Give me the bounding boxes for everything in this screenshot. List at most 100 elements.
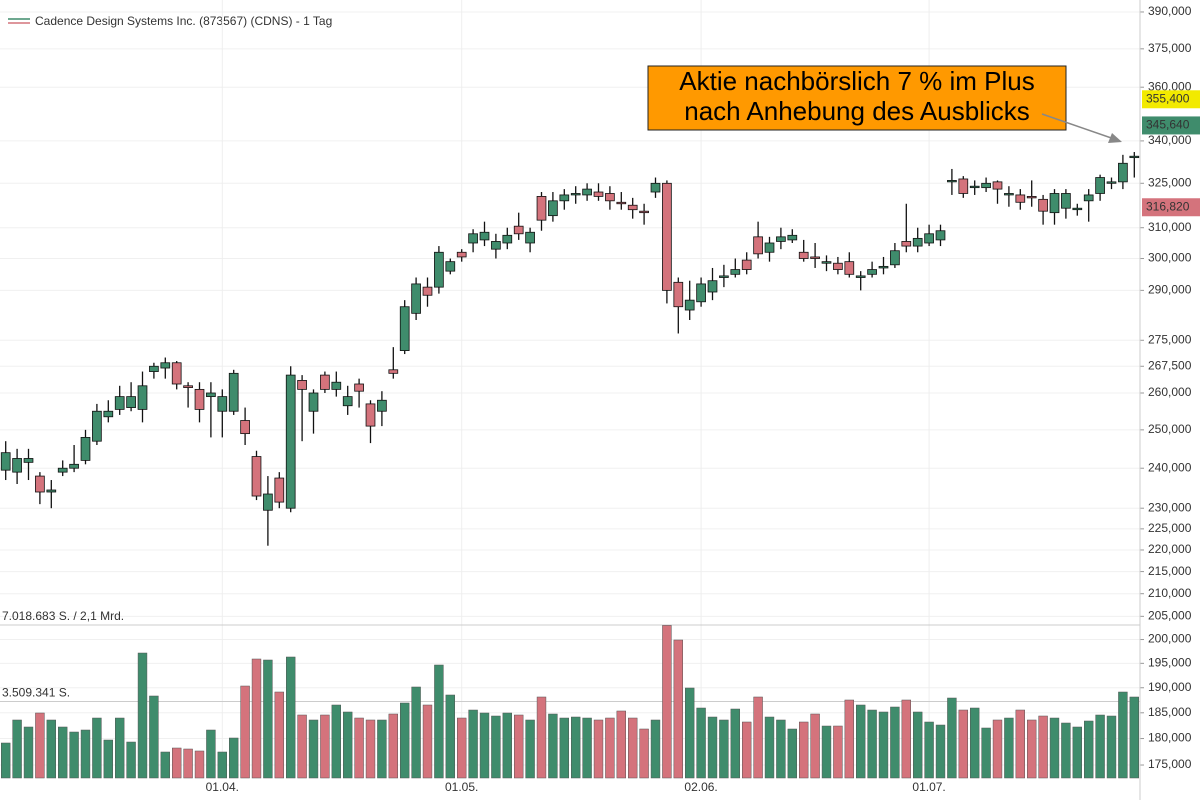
volume-bar [172, 747, 182, 779]
candle-body [878, 265, 889, 269]
volume-bar [673, 639, 683, 779]
candle-body [616, 201, 627, 205]
candle-body [1095, 177, 1105, 194]
candle-body [114, 396, 125, 410]
volume-bar [582, 717, 592, 779]
volume-bar [422, 704, 433, 779]
annotation-arrowhead [1108, 133, 1122, 143]
candle-body [80, 436, 91, 461]
volume-bar [457, 717, 467, 779]
y-tick-label: 200,000 [1148, 632, 1192, 646]
volume-bar [160, 751, 170, 779]
candle-body [126, 396, 136, 408]
candle-body [502, 234, 513, 244]
candle-body [468, 233, 478, 244]
candle-body [1106, 181, 1117, 184]
volume-bar [696, 707, 706, 779]
volume-bar [229, 737, 239, 779]
volume-bar [251, 658, 262, 779]
volume-bar [753, 696, 763, 779]
volume-bar [23, 726, 34, 779]
candle-body [399, 306, 410, 351]
volume-bar [445, 694, 455, 779]
price-badge [1142, 198, 1200, 217]
volume-bar [1, 742, 11, 779]
candle-body [548, 200, 558, 217]
candle-body [274, 477, 285, 503]
y-tick-label: 185,000 [1148, 705, 1192, 719]
volume-bar [103, 739, 113, 779]
volume-bar [707, 716, 718, 779]
candle-body [662, 182, 672, 291]
candle-body [901, 241, 912, 247]
y-tick-label: 390,000 [1148, 4, 1192, 18]
volume-bar [616, 710, 626, 779]
y-tick-label: 220,000 [1148, 542, 1192, 556]
candle-body [491, 241, 501, 250]
candle-body [969, 185, 980, 189]
candle-body [46, 489, 57, 493]
volume-bar [274, 691, 284, 779]
candle-body [525, 231, 535, 244]
candle-body [981, 182, 991, 189]
y-tick-label: 205,000 [1148, 609, 1192, 623]
volume-bar [1072, 726, 1082, 779]
candle-body [833, 262, 843, 270]
candle-body [1049, 193, 1060, 214]
volume-bar [571, 716, 581, 779]
volume-bar [1106, 715, 1117, 779]
volume-bar [308, 719, 319, 779]
candle-body [764, 242, 775, 253]
volume-bar [742, 721, 752, 779]
candle-body [1129, 155, 1140, 159]
annotation-text: nach Anhebung des Ausblicks [684, 96, 1029, 126]
volume-bar [799, 721, 809, 779]
volume-bar [1061, 722, 1071, 779]
candle-body [434, 251, 444, 288]
candle-body [12, 458, 22, 473]
candle-body [935, 230, 946, 241]
volume-bar [80, 729, 91, 779]
volume-bar [240, 685, 250, 779]
candle-body [1072, 207, 1083, 211]
volume-bar [1084, 720, 1094, 779]
candle-body [707, 280, 718, 293]
y-tick-label: 225,000 [1148, 521, 1192, 535]
volume-bar [46, 719, 56, 779]
candle-body [445, 261, 456, 272]
volume-bar [787, 728, 797, 779]
candle-body [559, 194, 570, 202]
volume-bar [491, 715, 501, 779]
volume-bar [468, 709, 478, 779]
candle-body [719, 275, 729, 278]
candle-body [365, 403, 376, 427]
volume-bar [365, 719, 376, 779]
volume-bar [593, 719, 604, 779]
candle-body [810, 256, 820, 259]
candle-body [844, 261, 855, 275]
volume-bar [1027, 719, 1037, 779]
volume-bar [502, 712, 512, 779]
volume-bar [719, 719, 729, 779]
volume-bar [343, 711, 353, 779]
x-tick-label: 01.07. [912, 780, 945, 794]
candle-body [912, 237, 923, 247]
volume-bar [662, 625, 672, 779]
candle-body [456, 251, 467, 258]
volume-tick-label: 7.018.683 S. / 2,1 Mrd. [2, 609, 124, 623]
candle-body [890, 250, 900, 266]
annotation-box [647, 65, 1067, 131]
candle-body [320, 374, 330, 390]
candle-body [947, 180, 957, 183]
volume-bar [901, 699, 911, 779]
volume-bar [377, 719, 387, 779]
y-tick-label: 180,000 [1148, 731, 1192, 745]
candle-body [730, 269, 741, 275]
y-tick-label: 340,000 [1148, 133, 1192, 147]
y-tick-label: 190,000 [1148, 680, 1192, 694]
volume-bar [890, 706, 900, 779]
y-tick-label: 275,000 [1148, 332, 1192, 346]
y-tick-label: 210,000 [1148, 586, 1192, 600]
candle-body [194, 388, 205, 410]
